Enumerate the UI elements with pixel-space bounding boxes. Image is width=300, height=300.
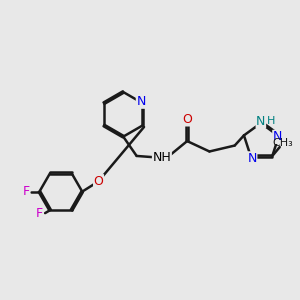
Text: F: F (22, 185, 30, 198)
Text: N: N (248, 152, 257, 165)
Text: N: N (136, 95, 146, 108)
Text: N: N (273, 130, 282, 143)
Text: O: O (182, 113, 192, 126)
Text: O: O (94, 175, 103, 188)
Text: F: F (36, 207, 43, 220)
Text: NH: NH (152, 151, 171, 164)
Text: N: N (256, 115, 266, 128)
Text: CH₃: CH₃ (272, 138, 293, 148)
Text: H: H (267, 116, 275, 126)
